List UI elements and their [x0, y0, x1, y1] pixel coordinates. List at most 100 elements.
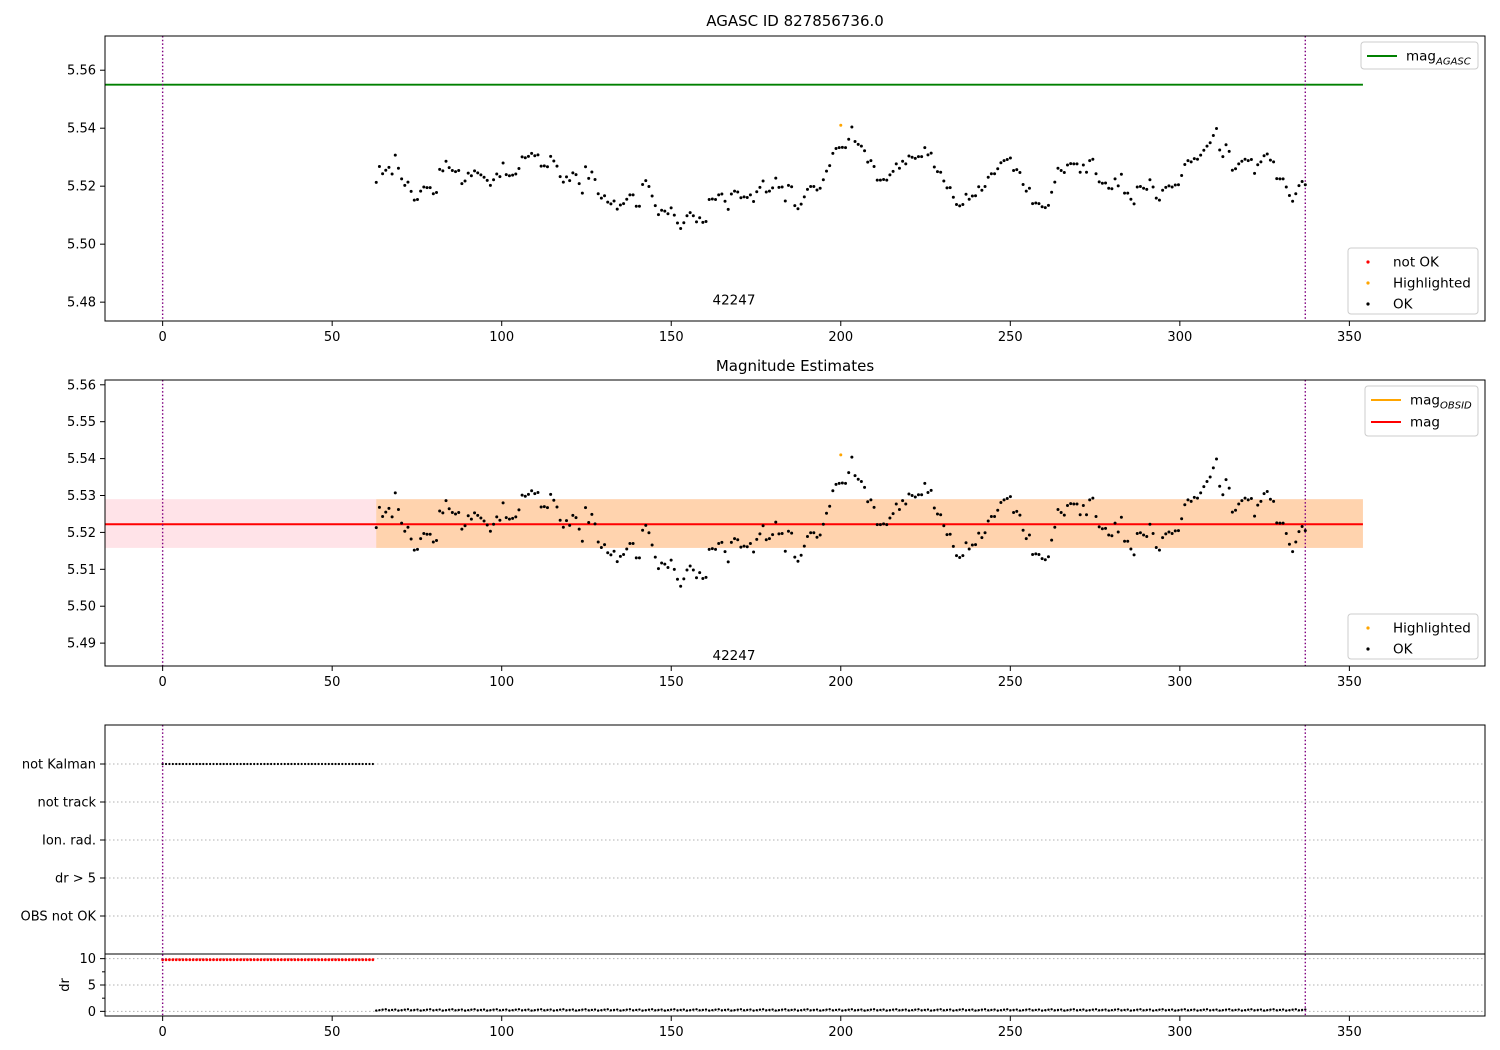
- dr-ok-point: [774, 1009, 777, 1012]
- dr-ok-point: [841, 1009, 844, 1012]
- ok-point: [1281, 177, 1285, 181]
- dr-ok-point: [574, 1009, 578, 1012]
- dr-ok-point: [803, 1008, 806, 1011]
- dr-ok-point: [597, 1009, 600, 1012]
- ok-point: [1015, 509, 1019, 513]
- ok-point: [606, 200, 610, 204]
- dr-ok-point: [1275, 1009, 1278, 1012]
- ok-point: [1183, 503, 1187, 507]
- ok-point: [644, 523, 648, 527]
- ok-point: [533, 154, 537, 158]
- x-tick-label: 250: [998, 1025, 1023, 1040]
- ok-point: [542, 505, 546, 509]
- not-kalman-point: [209, 762, 212, 766]
- dr-ok-point: [996, 1009, 999, 1012]
- ok-point: [1110, 534, 1114, 538]
- dr-ok-point: [476, 1009, 479, 1012]
- dr-ok-point: [736, 1008, 739, 1011]
- dr-ok-point: [723, 1008, 727, 1012]
- ok-point: [565, 519, 569, 523]
- dr-ok-point: [584, 1008, 587, 1011]
- ok-point: [644, 179, 648, 183]
- ok-point: [910, 494, 914, 498]
- ok-point: [1091, 157, 1095, 161]
- ok-point: [1059, 169, 1063, 173]
- ok-point: [780, 532, 784, 536]
- ok-point: [536, 153, 540, 157]
- not-kalman-point: [317, 762, 320, 766]
- ok-point: [875, 523, 879, 527]
- ok-point: [504, 516, 508, 520]
- ok-point: [615, 207, 619, 211]
- ok-point: [1043, 558, 1047, 562]
- x-tick-label: 0: [159, 330, 167, 345]
- dr-ok-point: [628, 1008, 632, 1011]
- ok-point: [466, 514, 470, 518]
- ok-point: [625, 547, 629, 551]
- dr-ok-point: [806, 1008, 809, 1011]
- ok-point: [618, 203, 622, 207]
- dr-not-ok-point: [327, 958, 331, 962]
- legend-point-label: Highlighted: [1393, 621, 1471, 637]
- dr-ok-point: [397, 1009, 400, 1012]
- dr-not-ok-point: [266, 958, 270, 962]
- not-kalman-point: [354, 762, 358, 766]
- ok-point: [580, 191, 584, 195]
- dr-ok-point: [1021, 1008, 1025, 1012]
- dr-ok-point: [375, 1009, 378, 1012]
- dr-ok-point: [923, 1008, 926, 1012]
- dr-ok-point: [711, 1008, 714, 1012]
- dr-ok-point: [558, 1008, 562, 1011]
- ok-point: [964, 541, 968, 545]
- dr-ok-point: [780, 1008, 784, 1011]
- ok-point: [603, 194, 607, 198]
- dr-ok-point: [685, 1009, 689, 1012]
- ok-point: [1005, 496, 1009, 500]
- not-kalman-point: [232, 762, 235, 766]
- legend-marker: [1366, 281, 1370, 285]
- ok-point: [926, 153, 930, 157]
- panel1-line-legend: [1360, 41, 1479, 70]
- ok-point: [853, 140, 857, 144]
- x-tick-label: 50: [324, 1025, 341, 1040]
- dr-ok-point: [1069, 1008, 1072, 1011]
- dr-ok-point: [524, 1008, 527, 1012]
- dr-ok-point: [933, 1008, 936, 1012]
- not-kalman-point: [283, 762, 286, 766]
- ok-point: [799, 553, 803, 557]
- ok-point: [1275, 177, 1279, 181]
- legend-line-label: magAGASC: [1406, 49, 1471, 68]
- dr-not-ok-point: [364, 958, 368, 962]
- ok-point: [948, 186, 952, 190]
- not-kalman-point: [351, 762, 354, 766]
- ok-point: [552, 159, 556, 163]
- dr-ok-point: [828, 1008, 831, 1011]
- legend-marker: [1366, 302, 1370, 306]
- ok-point: [916, 155, 920, 159]
- ok-point: [1243, 496, 1247, 500]
- dr-ok-point: [441, 1009, 445, 1012]
- dr-ok-point: [565, 1009, 568, 1012]
- dr-ok-point: [958, 1008, 961, 1011]
- legend-main: mag: [1410, 393, 1440, 409]
- ok-point: [945, 186, 949, 190]
- ok-point: [1180, 173, 1184, 177]
- x-tick-label: 200: [828, 1025, 853, 1040]
- dr-ok-point: [619, 1009, 622, 1012]
- ok-point: [986, 519, 990, 523]
- ok-point: [951, 544, 955, 548]
- ok-point: [1265, 152, 1269, 156]
- dr-ok-point: [625, 1008, 628, 1011]
- not-kalman-point: [259, 762, 263, 766]
- dr-ok-point: [533, 1008, 536, 1012]
- ok-point: [777, 532, 781, 536]
- ok-point: [1180, 517, 1184, 521]
- ok-point: [904, 162, 908, 166]
- ok-point: [1211, 133, 1215, 137]
- ok-point: [511, 516, 515, 520]
- ok-point: [438, 509, 442, 513]
- ok-point: [501, 161, 505, 165]
- ok-point: [720, 540, 724, 544]
- dr-not-ok-point: [273, 958, 276, 962]
- dr-ok-point: [378, 1008, 381, 1012]
